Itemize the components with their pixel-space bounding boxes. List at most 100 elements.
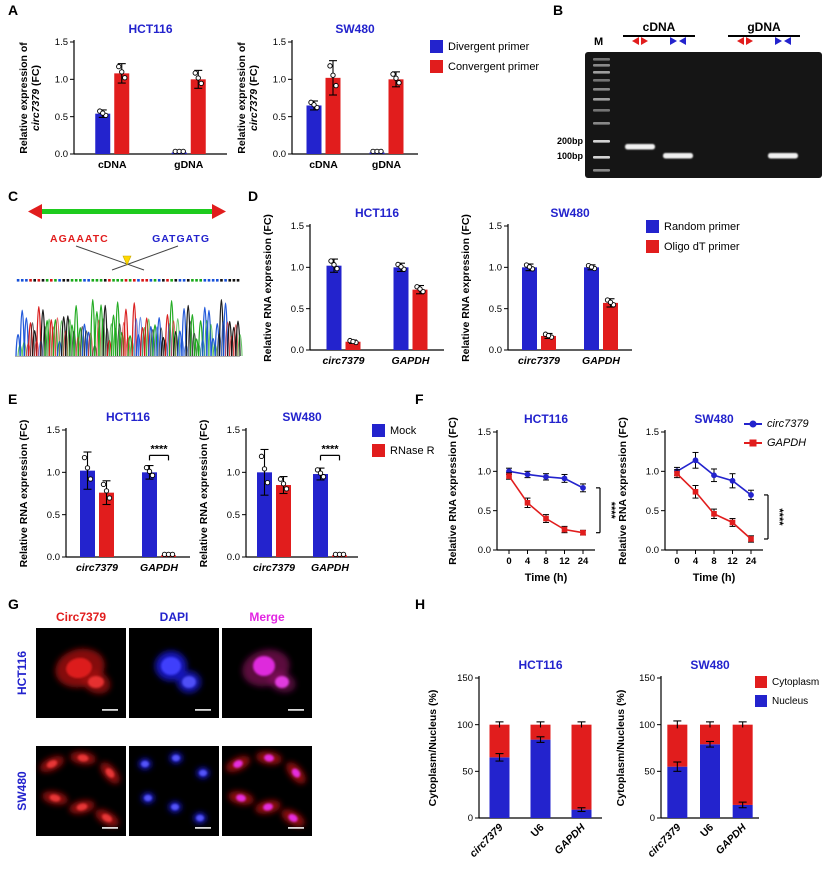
panel-label-f: F (415, 391, 424, 407)
svg-text:50: 50 (644, 767, 655, 778)
chart-e-hct116: 0.0 0.5 1.0 1.5 Relative RNA expression (FC)… (18, 410, 190, 574)
svg-text:0.5: 0.5 (227, 510, 240, 521)
fluorescence-image (36, 746, 126, 836)
line-marker-icon (744, 420, 762, 428)
svg-text:24: 24 (578, 556, 589, 567)
legend-label: RNase R (390, 444, 435, 457)
legend-label: Divergent primer (448, 40, 530, 53)
svg-text:0: 0 (506, 556, 511, 567)
svg-text:****: **** (150, 443, 168, 455)
micrograph-header-merge: Merge (249, 610, 285, 624)
svg-text:24: 24 (746, 556, 757, 567)
svg-text:Time (h): Time (h) (525, 572, 568, 584)
micrograph-row-sw480: SW480 (15, 771, 29, 811)
svg-text:GAPDH: GAPDH (552, 821, 588, 857)
svg-text:****: **** (773, 508, 785, 526)
svg-text:1.5: 1.5 (47, 425, 60, 436)
svg-text:1.0: 1.0 (478, 467, 491, 478)
svg-text:cDNA: cDNA (309, 159, 338, 171)
svg-text:Relative expression of: Relative expression of (236, 42, 248, 154)
legend-item-divergent: Divergent primer (430, 40, 539, 53)
svg-text:12: 12 (727, 556, 738, 567)
convergent-primer-marker (775, 37, 791, 45)
svg-text:0.0: 0.0 (646, 545, 659, 556)
sanger-sequencing-junction: AGAAATC GATGATG (15, 204, 243, 357)
svg-text:HCT116: HCT116 (106, 410, 150, 424)
legend-item-gapdh: GAPDH (744, 437, 809, 449)
legend-item-circ7379: circ7379 (744, 418, 809, 430)
svg-text:0.5: 0.5 (55, 112, 68, 123)
svg-text:cDNA: cDNA (98, 159, 127, 171)
chart-d-sw480: 0.0 0.5 1.0 1.5 Relative RNA expression (FC)… (460, 206, 632, 367)
micrograph-hct116-circ7379 (36, 628, 126, 718)
svg-text:0: 0 (650, 813, 655, 824)
chart-h-sw480: 0 50 100 150 Cytoplasm/Nucleus (%) SW480 circ7… (615, 658, 759, 860)
svg-text:1.0: 1.0 (489, 263, 502, 274)
svg-text:GAPDH: GAPDH (140, 562, 178, 574)
svg-text:0.5: 0.5 (273, 112, 286, 123)
svg-text:8: 8 (543, 556, 548, 567)
chart-f-sw480: 0.0 0.5 1.0 1.5 Relative RNA expression (FC)… (617, 412, 785, 584)
divergent-primer-marker (737, 37, 753, 45)
legend-label: GAPDH (767, 437, 807, 449)
svg-text:Cytoplasm/Nucleus (%): Cytoplasm/Nucleus (%) (427, 690, 439, 807)
micrograph-sw480-merge (222, 746, 312, 836)
chart-e-sw480: 0.0 0.5 1.0 1.5 Relative RNA expression (FC)… (198, 410, 358, 574)
svg-text:HCT116: HCT116 (355, 206, 399, 220)
svg-text:Cytoplasm/Nucleus (%): Cytoplasm/Nucleus (%) (615, 690, 627, 807)
panel-label-b: B (553, 2, 564, 18)
svg-text:GAPDH: GAPDH (311, 562, 349, 574)
fluorescence-image (129, 746, 219, 836)
svg-text:1.5: 1.5 (227, 425, 240, 436)
svg-text:0.5: 0.5 (478, 506, 491, 517)
legend-stability-series: circ7379 GAPDH (744, 418, 809, 456)
svg-text:circ7379: circ7379 (76, 562, 118, 574)
gel-size-label-100bp: 100bp (556, 151, 583, 161)
legend-item-convergent: Convergent primer (430, 60, 539, 73)
svg-text:HCT116: HCT116 (128, 22, 172, 36)
svg-text:circ7379: circ7379 (467, 822, 505, 860)
legend-label: Cytoplasm (772, 676, 820, 688)
svg-text:AGAAATC: AGAAATC (50, 233, 109, 245)
panel-label-c: C (8, 188, 19, 204)
svg-text:GAPDH: GAPDH (713, 821, 749, 857)
legend-swatch-red (430, 60, 443, 73)
micrograph-header-dapi: DAPI (159, 610, 189, 624)
left-arrow-icon (737, 37, 744, 45)
svg-text:gDNA: gDNA (372, 159, 402, 171)
svg-text:1.5: 1.5 (489, 221, 502, 232)
legend-rnaser: Mock RNase R (372, 424, 435, 464)
svg-text:0.5: 0.5 (489, 304, 502, 315)
legend-item-cytoplasm: Cytoplasm (755, 676, 819, 688)
svg-text:circ7379 (FC): circ7379 (FC) (30, 65, 42, 131)
svg-text:4: 4 (693, 556, 699, 567)
svg-text:circ7379: circ7379 (645, 822, 683, 860)
panel-label-a: A (8, 2, 19, 18)
fluorescence-image (36, 628, 126, 718)
legend-item-rnaser: RNase R (372, 444, 435, 457)
fluorescence-image (129, 628, 219, 718)
svg-text:50: 50 (462, 767, 473, 778)
svg-text:1.0: 1.0 (291, 263, 304, 274)
legend-swatch-blue (430, 40, 443, 53)
legend-primer-direction: Divergent primer Convergent primer (430, 40, 539, 80)
svg-text:0.0: 0.0 (478, 545, 491, 556)
svg-text:Time (h): Time (h) (693, 572, 736, 584)
svg-text:****: **** (605, 502, 617, 520)
legend-item-oligodt: Oligo dT primer (646, 240, 740, 253)
left-arrow-icon (784, 37, 791, 45)
svg-text:1.5: 1.5 (478, 427, 491, 438)
legend-item-random: Random primer (646, 220, 740, 233)
svg-text:1.5: 1.5 (55, 37, 68, 48)
svg-text:0.0: 0.0 (55, 149, 68, 160)
legend-swatch-blue (755, 695, 767, 707)
right-arrow-icon (775, 37, 782, 45)
legend-swatch-blue (646, 220, 659, 233)
svg-text:HCT116: HCT116 (518, 658, 562, 672)
legend-fractionation: Cytoplasm Nucleus (755, 676, 819, 714)
svg-text:100: 100 (457, 720, 473, 731)
gel-marker-lane-label: M (594, 36, 604, 48)
svg-text:100: 100 (639, 720, 655, 731)
svg-text:1.5: 1.5 (646, 427, 659, 438)
